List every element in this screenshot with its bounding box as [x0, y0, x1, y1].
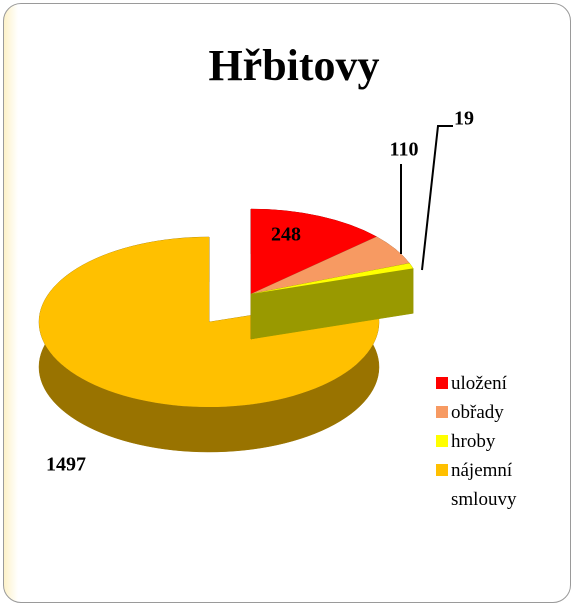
legend: uložení obřady hroby nájemní smlouvy [436, 369, 554, 514]
pie-slice [38, 237, 379, 408]
legend-label: nájemní smlouvy [451, 460, 517, 510]
legend-item: nájemní smlouvy [436, 456, 554, 514]
data-label: 1497 [46, 454, 86, 476]
legend-item: uložení [436, 369, 554, 398]
data-label: 248 [271, 224, 301, 246]
chart-title: Hřbitovy [208, 41, 379, 90]
data-label: 110 [390, 139, 419, 161]
legend-swatch [436, 464, 448, 476]
pie [38, 208, 414, 453]
legend-label: uložení [451, 373, 507, 394]
slice-side [409, 262, 414, 315]
legend-label: hroby [451, 431, 496, 452]
leader-line [421, 125, 453, 271]
legend-item: obřady [436, 398, 554, 427]
legend-item: hroby [436, 427, 554, 456]
pie-slice [251, 209, 377, 294]
pie-slice [251, 263, 414, 294]
legend-swatch [436, 377, 448, 389]
pie-slice [251, 236, 410, 294]
legend-swatch [436, 406, 448, 418]
legend-label: obřady [451, 402, 504, 423]
data-labels: 248 110 19 1497 [46, 108, 474, 476]
chart: Hřbitovy 248 110 19 1497 [38, 41, 474, 476]
chart-frame: Hřbitovy 248 110 19 1497 uložení obřady hroby… [3, 3, 571, 603]
legend-swatch [436, 435, 448, 447]
data-label: 19 [454, 108, 474, 130]
